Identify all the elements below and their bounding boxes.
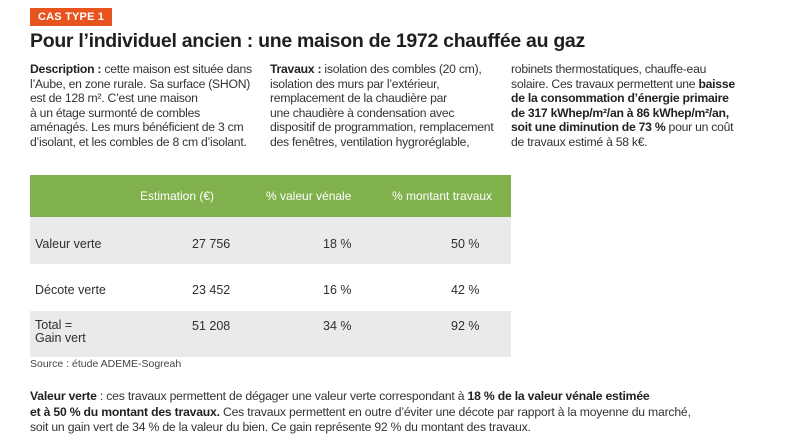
description-line: d’isolant, et les combles de 8 cm d’isol… [30, 134, 247, 149]
travaux-column: Travaux : isolation des combles (20 cm),… [270, 62, 502, 150]
row-label: Valeur verte [35, 237, 102, 251]
travaux-line: solaire. Ces travaux permettent une bais… [511, 76, 735, 91]
table-row: Valeur verte 27 756 18 % 50 % [30, 217, 511, 264]
case-type-badge: CAS TYPE 1 [30, 8, 113, 26]
travaux-line: de la consommation d’énergie primaire [511, 91, 729, 106]
travaux-line: de travaux estimé à 58 k€. [511, 134, 648, 149]
source-note: Source : étude ADEME-Sogreah [30, 358, 182, 370]
summary-line: Valeur verte : ces travaux permettent de… [30, 389, 650, 403]
header-montant-travaux: % montant travaux [392, 189, 493, 203]
cell-estimation: 51 208 [192, 319, 231, 333]
travaux-line: une chaudière à condensation avec [270, 105, 455, 120]
description-label: Description : [30, 62, 102, 76]
cell-valeur-venale: 18 % [323, 237, 352, 251]
summary-line: et à 50 % du montant des travaux. Ces tr… [30, 404, 691, 419]
description-line: à un étage surmonté de combles [30, 105, 201, 120]
header-estimation: Estimation (€) [140, 189, 215, 203]
row-label: Total = Gain vert [35, 318, 86, 345]
summary-line: soit un gain vert de 34 % de la valeur d… [30, 420, 531, 435]
summary-label: Valeur verte [30, 389, 97, 403]
table-row: Décote verte 23 452 16 % 42 % [30, 264, 511, 311]
travaux-line: robinets thermostatiques, chauffe-eau [511, 62, 707, 76]
cell-estimation: 27 756 [192, 237, 231, 251]
travaux-line: des fenêtres, ventilation hygroréglable, [270, 134, 470, 149]
travaux-line: remplacement de la chaudière par [270, 91, 447, 106]
page-title: Pour l’individuel ancien : une maison de… [30, 30, 585, 52]
cell-montant-travaux: 50 % [451, 237, 480, 251]
table-header: Estimation (€) % valeur vénale % montant… [30, 175, 511, 217]
description-line: l’Aube, en zone rurale. Sa surface (SHON… [30, 76, 251, 91]
cell-valeur-venale: 16 % [323, 283, 352, 297]
cell-estimation: 23 452 [192, 283, 231, 297]
description-line: Description : cette maison est située da… [30, 62, 252, 76]
travaux-label: Travaux : [270, 62, 322, 76]
travaux-line: isolation des murs par l’extérieur, [270, 76, 440, 91]
description-line: aménagés. Les murs bénéficient de 3 cm [30, 120, 244, 135]
cell-montant-travaux: 42 % [451, 283, 480, 297]
cell-montant-travaux: 92 % [451, 319, 480, 333]
travaux-line: dispositif de programmation, remplacemen… [270, 120, 494, 135]
valuation-table: Estimation (€) % valeur vénale % montant… [30, 175, 511, 357]
cell-valeur-venale: 34 % [323, 319, 352, 333]
travaux-line: Travaux : isolation des combles (20 cm), [270, 62, 482, 76]
description-column: Description : cette maison est située da… [30, 62, 258, 150]
table-row-total: Total = Gain vert 51 208 34 % 92 % [30, 311, 511, 357]
travaux-line: soit une diminution de 73 % pour un coût [511, 120, 734, 135]
row-label: Décote verte [35, 283, 106, 297]
header-valeur-venale: % valeur vénale [266, 189, 352, 203]
travaux-line: de 317 kWhep/m²/an à 86 kWhep/m²/an, [511, 105, 729, 120]
travaux-column-continued: robinets thermostatiques, chauffe-eau so… [511, 62, 743, 150]
summary-paragraph: Valeur verte : ces travaux permettent de… [30, 389, 780, 436]
description-line: est de 128 m². C’est une maison [30, 91, 198, 106]
